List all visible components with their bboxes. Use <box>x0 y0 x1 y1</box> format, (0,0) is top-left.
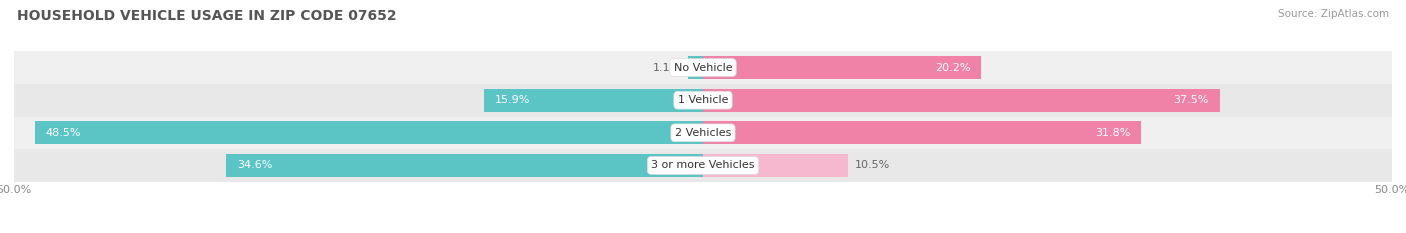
Bar <box>14 51 1392 84</box>
Bar <box>226 154 703 177</box>
Text: 2 Vehicles: 2 Vehicles <box>675 128 731 138</box>
Bar <box>14 149 1392 182</box>
Text: No Vehicle: No Vehicle <box>673 63 733 72</box>
Bar <box>14 116 1392 149</box>
Text: HOUSEHOLD VEHICLE USAGE IN ZIP CODE 07652: HOUSEHOLD VEHICLE USAGE IN ZIP CODE 0765… <box>17 9 396 23</box>
Text: 1.1%: 1.1% <box>652 63 681 72</box>
Bar <box>703 154 848 177</box>
Bar <box>703 121 1142 144</box>
Bar <box>484 89 703 112</box>
Bar <box>35 121 703 144</box>
Text: 1 Vehicle: 1 Vehicle <box>678 95 728 105</box>
Bar <box>14 84 1392 116</box>
Text: 10.5%: 10.5% <box>855 161 890 170</box>
Bar <box>703 56 981 79</box>
Text: 31.8%: 31.8% <box>1095 128 1130 138</box>
Text: 34.6%: 34.6% <box>238 161 273 170</box>
Text: 3 or more Vehicles: 3 or more Vehicles <box>651 161 755 170</box>
Bar <box>688 56 703 79</box>
Text: 37.5%: 37.5% <box>1173 95 1209 105</box>
Text: 15.9%: 15.9% <box>495 95 530 105</box>
Text: 20.2%: 20.2% <box>935 63 970 72</box>
Text: Source: ZipAtlas.com: Source: ZipAtlas.com <box>1278 9 1389 19</box>
Text: 48.5%: 48.5% <box>46 128 82 138</box>
Bar <box>703 89 1219 112</box>
